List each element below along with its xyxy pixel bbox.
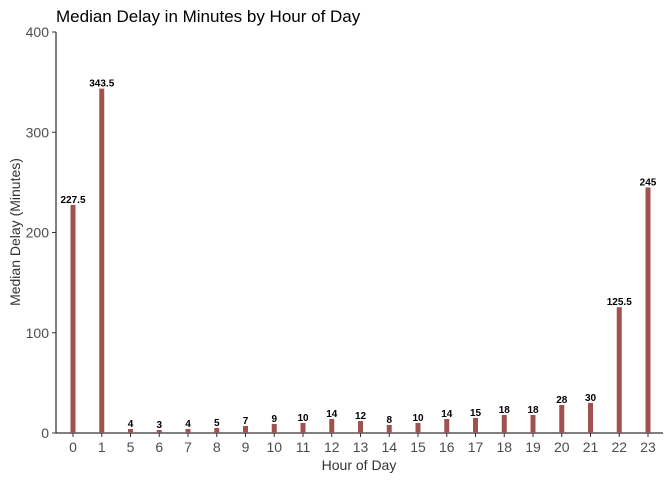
bar	[645, 187, 651, 433]
bar	[588, 402, 593, 433]
y-tick-label: 300	[26, 124, 50, 140]
x-tick-label: 15	[410, 439, 426, 455]
x-tick-label: 17	[468, 439, 484, 455]
bar	[559, 404, 565, 433]
data-label: 3	[156, 420, 162, 431]
chart-title: Median Delay in Minutes by Hour of Day	[56, 7, 361, 26]
x-tick-label: 6	[155, 439, 163, 455]
x-axis-ticks: 0 1 5 6 7 8 9 10 11 12 13 14 15 16 17 18 19 20 21 22 23	[69, 433, 656, 455]
x-tick-label: 23	[640, 439, 656, 455]
x-tick-label: 8	[213, 439, 221, 455]
bar	[329, 418, 335, 433]
data-label: 245	[640, 177, 657, 188]
x-tick-label: 16	[439, 439, 455, 455]
y-tick-label: 100	[26, 325, 50, 341]
data-label: 18	[499, 405, 511, 416]
y-axis-title: Median Delay (Minutes)	[7, 158, 23, 306]
bar	[358, 420, 363, 433]
data-label: 8	[386, 415, 392, 426]
data-label: 227.5	[60, 195, 85, 206]
x-tick-label: 20	[554, 439, 570, 455]
bar	[473, 417, 478, 433]
bar	[185, 428, 191, 433]
x-tick-label: 14	[381, 439, 397, 455]
y-tick-label: 200	[26, 225, 50, 241]
data-label: 4	[185, 419, 191, 430]
data-label: 125.5	[607, 297, 632, 308]
data-label: 30	[585, 393, 597, 404]
x-tick-label: 9	[242, 439, 250, 455]
x-tick-label: 21	[583, 439, 599, 455]
y-tick-label: 400	[26, 24, 50, 40]
bar	[444, 418, 450, 433]
data-label: 10	[297, 413, 309, 424]
bar	[70, 204, 76, 433]
bar	[156, 429, 162, 433]
bar	[128, 428, 133, 433]
data-label: 14	[326, 409, 338, 420]
x-axis-title: Hour of Day	[322, 457, 397, 473]
data-label: 15	[470, 408, 482, 419]
data-label: 12	[355, 411, 367, 422]
data-label: 5	[214, 418, 220, 429]
y-axis-ticks: 0 100 200 300 400	[26, 24, 56, 441]
data-label: 28	[556, 395, 568, 406]
x-tick-label: 11	[296, 439, 311, 455]
x-tick-label: 7	[184, 439, 192, 455]
data-label: 7	[243, 416, 249, 427]
data-label: 10	[412, 413, 424, 424]
bar	[386, 424, 392, 433]
data-label: 4	[128, 419, 134, 430]
x-tick-label: 10	[266, 439, 282, 455]
x-tick-label: 13	[353, 439, 369, 455]
bar	[99, 88, 105, 434]
data-label: 14	[441, 409, 453, 420]
bar	[271, 423, 277, 433]
y-tick-label: 0	[41, 425, 49, 441]
x-tick-label: 19	[525, 439, 541, 455]
bar	[300, 422, 306, 433]
bar	[415, 422, 421, 433]
bar	[214, 427, 220, 433]
x-tick-label: 22	[611, 439, 627, 455]
bar	[501, 414, 507, 433]
data-label: 9	[271, 414, 277, 425]
x-tick-label: 1	[98, 439, 106, 455]
bar	[243, 425, 248, 433]
x-tick-label: 5	[127, 439, 135, 455]
x-tick-label: 12	[324, 439, 340, 455]
data-label: 18	[527, 405, 539, 416]
bar-series: 227.5 343.5 4 3 4 5 7 9 10 14 12 8 10 14 15 18 18 28 30 125…	[60, 79, 657, 434]
data-label: 343.5	[89, 79, 114, 90]
x-tick-label: 18	[496, 439, 512, 455]
bar	[616, 307, 622, 433]
bar	[530, 414, 536, 433]
x-tick-label: 0	[69, 439, 77, 455]
